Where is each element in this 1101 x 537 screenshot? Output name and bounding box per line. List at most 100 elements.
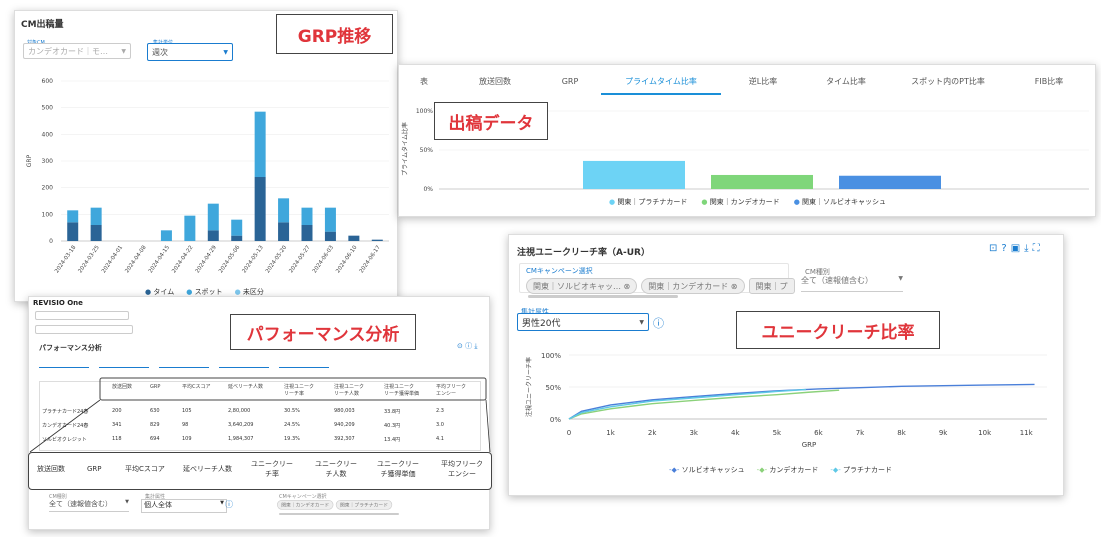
reach-line-chart: 100% 50% 0% 0 1k 2k 3k 4k 5k 6k 7k 8k 9k 10k 11k GRP 注視ユ…: [525, 352, 1047, 449]
perf-agg-label: 集計属性: [145, 494, 166, 500]
bar-time: [67, 222, 79, 241]
fullscreen-icon[interactable]: ⛶: [1032, 243, 1040, 254]
bar-time: [301, 225, 313, 241]
download-icon[interactable]: ⤓: [1024, 243, 1029, 254]
table-cell: 24.5%: [284, 422, 300, 428]
x-tick-label: 9k: [939, 429, 948, 437]
unit-select[interactable]: 週次 ▼: [147, 43, 233, 61]
chevron-down-icon: ▼: [639, 318, 644, 326]
tab-6[interactable]: スポット内のPT比率: [911, 76, 985, 86]
x-tick-label: 5k: [773, 429, 782, 437]
prime-time-chart: 100% 50% 0% プライムタイム比率: [401, 108, 1089, 193]
series-line-1: [568, 389, 840, 420]
reach-campaign-label: CMキャンペーン選択: [526, 267, 593, 275]
legend-item-none: ● 未区分: [234, 288, 264, 296]
perf-product-select[interactable]: [35, 325, 133, 334]
perf-progress: [279, 513, 399, 515]
close-icon[interactable]: ⊗: [623, 281, 631, 291]
y-axis-label: プライムタイム比率: [401, 122, 409, 176]
zoom-header-label: GRP: [87, 465, 102, 473]
bar-spot: [278, 198, 290, 223]
table-cell: 694: [150, 436, 160, 442]
perf-agg-select[interactable]: 個人全体 ▼: [141, 499, 227, 513]
help-icon[interactable]: ?: [1001, 243, 1007, 254]
tab-2[interactable]: GRP: [561, 76, 579, 86]
reach-chip[interactable]: 関東｜ソルビオキャッ… ⊗: [526, 278, 638, 294]
callout-grp-trend: GRP推移: [276, 14, 393, 54]
tab-0[interactable]: 表: [420, 76, 428, 86]
callout-performance: パフォーマンス分析: [230, 314, 416, 350]
reach-chip-list: 関東｜ソルビオキャッ… ⊗ 関東｜カンデオカード ⊗ 関東｜プ: [526, 278, 799, 294]
table-row-name[interactable]: カンデオカード24春: [42, 423, 89, 429]
table-header: 注視ユニーク リーチ率: [284, 384, 315, 397]
table-cell: 392,307: [334, 436, 355, 442]
x-tick-label: 8k: [897, 429, 906, 437]
perf-table: 放送回数 GRP 平均Cスコア 延べリーチ人数 注視ユニーク リーチ率 注視ユニーク リー…: [39, 381, 481, 451]
table-cell: 2.3: [436, 408, 444, 414]
table-cell: 19.3%: [284, 436, 300, 442]
bar-spot: [207, 203, 219, 231]
cm-select[interactable]: カンデオカード｜モ… ▼: [23, 43, 131, 59]
legend-item-solvio: ● 関東｜ソルビオキャッシュ: [793, 198, 887, 206]
table-cell: 980,003: [334, 408, 355, 414]
info-icon[interactable]: ⓘ: [653, 317, 664, 330]
zoom-header-label: 平均フリーク エンシー: [441, 460, 483, 478]
perf-cm-type-select[interactable]: 全て（速報値含む） ▼: [49, 499, 129, 512]
tab-3[interactable]: プライムタイム比率: [601, 69, 721, 95]
x-tick-label: 2024-04-29: [195, 244, 219, 274]
bar-time: [207, 230, 219, 241]
revisio-logo: REVISIO One: [33, 299, 83, 307]
table-cell: 4.1: [436, 436, 444, 442]
table-cell: 630: [150, 408, 160, 414]
bar-time: [254, 177, 266, 241]
image-icon[interactable]: ▣: [1010, 243, 1021, 254]
reach-toolbar: ⊡ ? ▣ ⤓ ⛶: [985, 243, 1040, 254]
campaign-chip[interactable]: 関東｜プラチナカード: [335, 500, 393, 510]
table-row-name[interactable]: ソルビオクレジット: [42, 437, 87, 443]
table-cell: 2,80,000: [228, 408, 251, 414]
perf-cm-type-label: CM種別: [49, 494, 67, 500]
callout-ad-data: 出稿データ: [434, 102, 548, 140]
x-tick-label: 2024-05-27: [288, 244, 312, 274]
perf-title: パフォーマンス分析: [39, 344, 102, 352]
close-icon[interactable]: ⊗: [730, 281, 738, 291]
x-tick-label: 3k: [689, 429, 698, 437]
cm-volume-panel: CM出稿量 対象CM カンデオカード｜モ… ▼ 集計単位 週次 ▼ 010020…: [14, 10, 398, 302]
y-tick-label: 50%: [545, 384, 561, 392]
tab-7[interactable]: FIB比率: [1034, 76, 1064, 86]
reach-scrollbar[interactable]: [528, 295, 678, 298]
tab-4[interactable]: 逆L比率: [748, 76, 778, 86]
x-tick-label: 6k: [814, 429, 823, 437]
x-axis-label: GRP: [802, 441, 817, 449]
reach-chip[interactable]: 関東｜プ: [748, 278, 795, 294]
bar-0: [583, 160, 685, 189]
x-tick-label: 2024-05-06: [218, 244, 242, 274]
perf-campaign-select[interactable]: [35, 311, 129, 320]
bar-spot: [254, 111, 266, 177]
zoom-header-label: 延べリーチ人数: [183, 465, 232, 473]
table-row-name[interactable]: プラチナカード24春: [42, 409, 89, 415]
x-tick-label: 2024-06-17: [359, 244, 383, 274]
campaign-chip[interactable]: 関東｜カンデオカード: [277, 500, 334, 510]
tab-1[interactable]: 放送回数: [479, 76, 511, 86]
reach-attr-select[interactable]: 男性20代 ▼: [517, 313, 649, 331]
x-tick-label: 2024-04-15: [148, 244, 172, 274]
ad-data-panel: 表 放送回数 GRP プライムタイム比率 逆L比率 タイム比率 スポット内のPT比率 FIB比…: [398, 64, 1096, 217]
bar-time: [90, 225, 102, 241]
robot-icon[interactable]: ⊡: [989, 243, 998, 254]
bar-time: [231, 235, 243, 241]
reach-chip[interactable]: 関東｜カンデオカード ⊗: [641, 278, 745, 294]
reach-campaign-box: CMキャンペーン選択 関東｜ソルビオキャッ… ⊗ 関東｜カンデオカード ⊗ 関東…: [519, 263, 795, 298]
x-tick-label: 2024-04-22: [171, 245, 194, 275]
x-tick-label: 2024-05-20: [265, 244, 289, 274]
info-icon[interactable]: ⓘ: [225, 500, 233, 509]
table-header: 平均フリーク エンシー: [436, 384, 467, 397]
tab-5[interactable]: タイム比率: [826, 76, 866, 86]
cm-select-value: カンデオカード｜モ…: [28, 46, 108, 56]
y-tick-label: 600: [42, 78, 54, 85]
table-cell: 98: [182, 422, 189, 428]
y-tick-label: 0%: [550, 416, 561, 424]
table-cell: 40.3円: [384, 423, 401, 429]
perf-filters: [39, 357, 329, 368]
reach-cm-type-select[interactable]: 全て（速報値含む） ▼: [801, 275, 903, 292]
